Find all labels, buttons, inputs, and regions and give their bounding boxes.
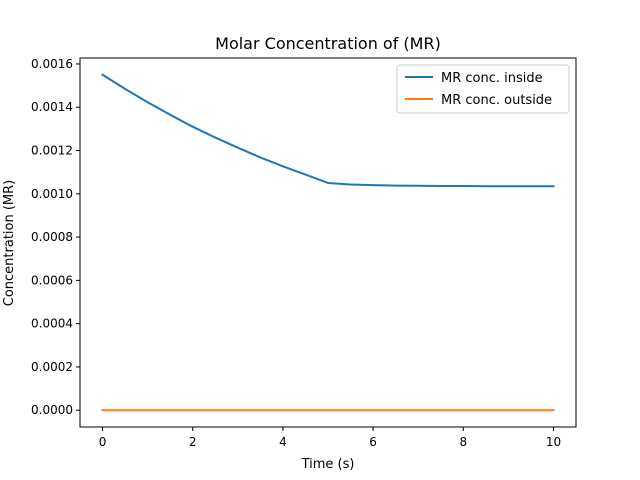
y-axis: 0.0000 0.0002 0.0004 0.0006 0.0008 0.0010 0.00… [31, 57, 80, 417]
x-tick-label: 10 [546, 435, 561, 449]
legend: MR conc. inside MR conc. outside [396, 64, 570, 114]
x-axis-label: Time (s) [301, 457, 355, 472]
x-tick-label: 0 [99, 435, 107, 449]
y-tick-label: 0.0012 [31, 144, 73, 158]
legend-label: MR conc. inside [441, 71, 543, 86]
plot-area [101, 73, 555, 412]
y-tick-label: 0.0016 [31, 57, 73, 71]
y-tick-label: 0.0002 [31, 360, 73, 374]
chart-title: Molar Concentration of (MR) [215, 34, 441, 53]
x-tick-label: 4 [279, 435, 287, 449]
x-tick-label: 8 [459, 435, 467, 449]
y-tick-label: 0.0006 [31, 273, 73, 287]
y-tick-label: 0.0010 [31, 187, 73, 201]
y-tick-label: 0.0014 [31, 100, 73, 114]
axes-border [79, 57, 577, 428]
legend-box [396, 64, 570, 114]
y-tick-label: 0.0008 [31, 230, 73, 244]
x-axis: 0 2 4 6 8 10 [99, 427, 561, 449]
series-line-0 [101, 73, 555, 188]
y-tick-label: 0.0004 [31, 317, 73, 331]
y-tick-label: 0.0000 [31, 403, 73, 417]
legend-label: MR conc. outside [441, 93, 552, 108]
x-tick-label: 6 [369, 435, 377, 449]
x-tick-label: 2 [189, 435, 197, 449]
y-axis-label: Concentration (MR) [2, 180, 17, 307]
axes-frame [79, 57, 577, 428]
